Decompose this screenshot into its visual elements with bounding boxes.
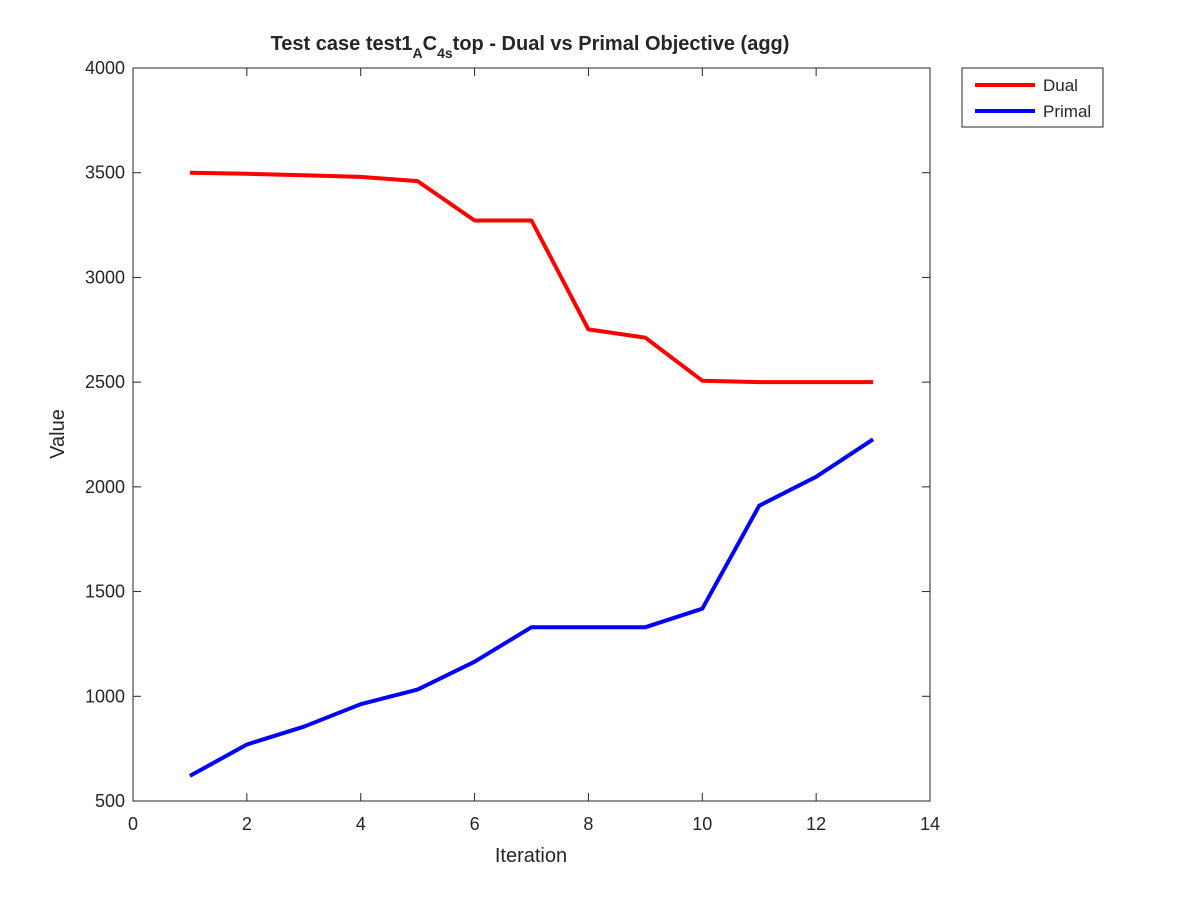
y-tick-label: 500 — [95, 791, 125, 811]
legend: Dual Primal — [961, 67, 1104, 128]
y-tick-label: 1500 — [85, 582, 125, 602]
y-tick-label: 3500 — [85, 163, 125, 183]
legend-box — [961, 67, 1104, 128]
y-tick-label: 3000 — [85, 267, 125, 287]
y-tick-label: 4000 — [85, 58, 125, 78]
series-layer — [188, 170, 875, 778]
series-line-dual — [189, 170, 874, 385]
y-tick-label: 2000 — [85, 477, 125, 497]
y-tick-label: 2500 — [85, 372, 125, 392]
legend-label-dual: Dual — [1043, 76, 1078, 95]
ticks-layer: 0 2 4 6 8 10 12 14 500 1000 1500 2000 2500 3000 3500 40… — [85, 58, 940, 834]
x-tick-label: 6 — [470, 814, 480, 834]
x-axis-label: Iteration — [495, 845, 567, 867]
x-tick-label: 14 — [920, 814, 940, 834]
series-line-primal — [188, 437, 875, 778]
x-tick-label: 2 — [242, 814, 252, 834]
y-tick-label: 1000 — [85, 686, 125, 706]
x-tick-label: 10 — [692, 814, 712, 834]
axes-box — [132, 67, 931, 802]
x-tick-label: 0 — [128, 814, 138, 834]
legend-label-primal: Primal — [1043, 102, 1091, 121]
plot-area — [133, 68, 930, 801]
x-tick-label: 4 — [356, 814, 366, 834]
chart-title: Test case test1AC4stop - Dual vs Primal … — [271, 33, 790, 61]
x-tick-label: 8 — [583, 814, 593, 834]
x-tick-label: 12 — [806, 814, 826, 834]
y-axis-label: Value — [47, 409, 69, 459]
